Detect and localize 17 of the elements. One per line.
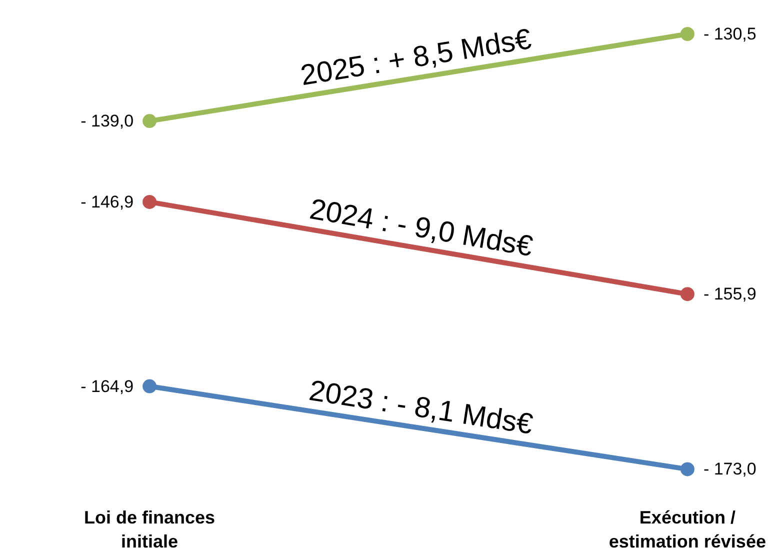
text: 2023 : - 8,1 Mds€ [306,374,535,441]
text: 2024 : - 9,0 Mds€ [307,193,536,264]
data-label: - 173,0 [703,460,756,479]
data-label: - 164,9 [80,376,134,396]
data-label: - 146,9 [80,192,134,212]
point [680,27,694,41]
point [680,462,694,476]
data-label: - 139,0 [80,112,134,131]
x-tick-label: Exécution / estimation révisée [608,508,766,552]
point [142,379,157,394]
data-label: - 130,5 [703,24,756,44]
point [142,114,157,128]
x-tick-label: Loi de finances initiale [84,508,216,552]
data-label: - 155,9 [703,284,756,304]
point [680,287,694,302]
point [142,194,157,209]
text: 2025 : + 8,5 Mds€ [298,23,534,92]
